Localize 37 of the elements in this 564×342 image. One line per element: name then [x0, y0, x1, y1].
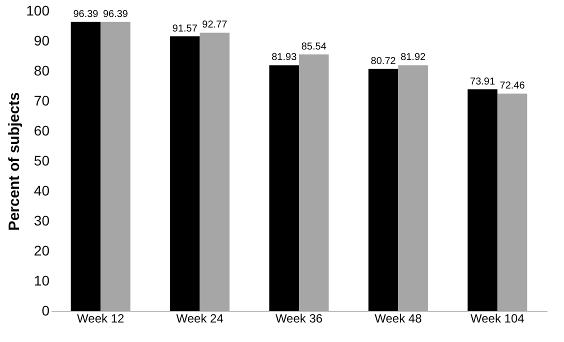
- data-label: 85.54: [301, 41, 327, 52]
- data-label: 96.39: [73, 8, 99, 20]
- bar: [368, 68, 398, 311]
- y-tick-label: 50: [34, 152, 50, 168]
- data-label: 81.92: [400, 52, 426, 64]
- y-axis-title: Percent of subjects: [6, 92, 24, 231]
- y-tick-label: 70: [34, 92, 50, 108]
- bar: [100, 22, 130, 311]
- data-label: 80.72: [370, 56, 396, 67]
- bar: [70, 22, 101, 311]
- bar: [497, 94, 528, 311]
- bar: [200, 32, 230, 311]
- bar: [170, 36, 200, 311]
- x-tick-label: Week 24: [176, 312, 224, 326]
- y-tick-label: 80: [34, 62, 50, 78]
- bar: [468, 89, 498, 311]
- bar: [269, 65, 299, 311]
- y-tick-label: 100: [26, 2, 50, 18]
- y-tick-label: 40: [34, 182, 50, 198]
- data-label: 91.57: [172, 23, 198, 34]
- y-tick-label: 0: [42, 302, 50, 318]
- y-tick-label: 30: [34, 212, 50, 228]
- data-label: 92.77: [202, 20, 228, 31]
- x-tick-label: Week 36: [275, 312, 323, 326]
- x-tick-label: Week 104: [470, 312, 525, 326]
- y-tick-label: 90: [34, 32, 50, 48]
- data-label: 81.93: [272, 52, 298, 64]
- bar: [299, 54, 329, 311]
- x-tick-label: Week 12: [77, 312, 124, 326]
- y-tick-label: 60: [34, 122, 50, 138]
- data-label: 73.91: [470, 76, 496, 88]
- bar: [398, 65, 428, 311]
- y-tick-label: 20: [34, 242, 50, 258]
- y-tick-label: 10: [34, 272, 50, 288]
- data-label: 96.39: [102, 8, 128, 20]
- data-label: 72.46: [500, 80, 526, 92]
- x-tick-label: Week 48: [374, 312, 422, 326]
